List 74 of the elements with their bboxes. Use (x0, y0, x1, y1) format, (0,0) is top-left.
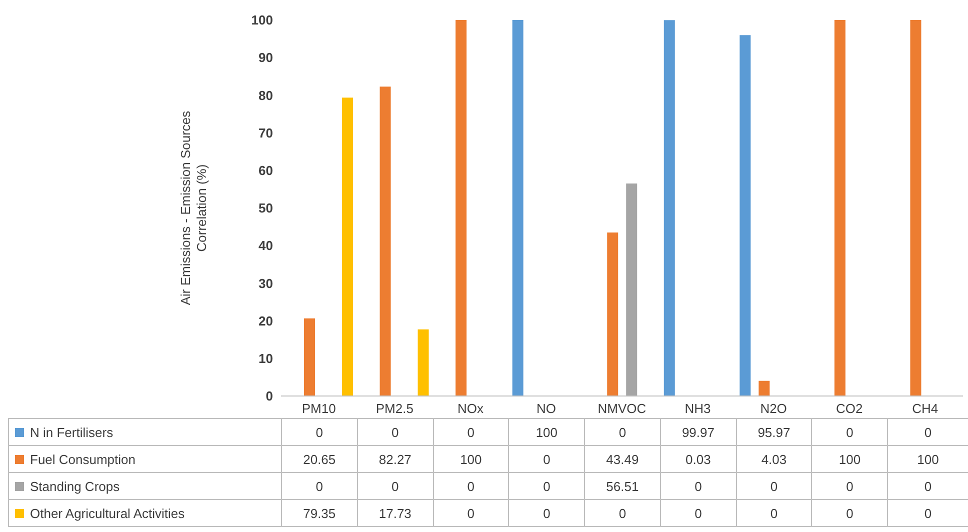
y-tick-label: 80 (258, 88, 273, 103)
legend-label: Fuel Consumption (8, 446, 282, 472)
bar (910, 20, 922, 396)
data-label: 4.03 (736, 446, 812, 472)
x-tick-label: N2O (760, 401, 787, 416)
data-label: 0.03 (660, 446, 736, 472)
data-label: 0 (736, 472, 812, 500)
data-label: 79.35 (282, 500, 358, 526)
data-label: 82.27 (357, 446, 434, 472)
data-label: 0 (508, 472, 585, 500)
data-label: 99.97 (660, 418, 736, 446)
y-tick-label: 0 (266, 388, 273, 404)
data-label: 0 (660, 500, 736, 526)
bar (740, 35, 751, 396)
y-tick-label: 10 (258, 351, 273, 366)
y-axis-title: Air Emissions - Emission Sources Correlation (%) (178, 110, 209, 306)
bar (664, 20, 675, 396)
y-tick-label: 30 (258, 276, 273, 291)
bar (834, 20, 846, 396)
data-label: 0 (812, 418, 888, 446)
data-label: 0 (736, 500, 812, 526)
data-label: 0 (660, 472, 736, 500)
data-label: 0 (508, 446, 585, 472)
data-label: 0 (433, 500, 509, 526)
data-label: 0 (888, 472, 968, 500)
x-tick-label: CH4 (912, 401, 938, 416)
data-label: 0 (584, 500, 660, 526)
data-label: 0 (812, 500, 888, 526)
x-tick-label: NMVOC (598, 401, 646, 416)
data-label: 100 (508, 418, 585, 446)
data-label: 100 (888, 446, 968, 472)
x-tick-label: NOx (457, 401, 484, 416)
data-label: 0 (812, 472, 888, 500)
x-tick-label: CO2 (836, 401, 863, 416)
y-tick-label: 50 (258, 200, 273, 216)
data-label: 0 (357, 418, 434, 446)
data-label: 43.49 (584, 446, 660, 472)
data-label: 0 (508, 500, 585, 526)
x-tick-label: NH3 (684, 401, 711, 416)
bar (304, 318, 315, 396)
y-tick-label: 100 (251, 12, 273, 28)
data-label: 95.97 (736, 418, 812, 446)
data-label: 17.73 (357, 500, 434, 526)
data-label: 100 (433, 446, 509, 472)
x-tick-label: NO (536, 401, 556, 416)
data-label: 0 (584, 418, 660, 446)
data-label: 0 (888, 500, 968, 526)
data-label: 0 (433, 472, 509, 500)
bar (626, 184, 638, 396)
bar (456, 20, 467, 396)
legend-label: N in Fertilisers (8, 418, 282, 446)
y-tick-label: 20 (258, 313, 273, 328)
data-label: 0 (282, 472, 358, 500)
bar (418, 329, 429, 396)
y-tick-label: 60 (258, 163, 273, 178)
y-tick-label: 40 (258, 238, 273, 254)
data-label: 0 (433, 418, 509, 446)
data-label: 20.65 (282, 446, 358, 472)
data-label: 0 (282, 418, 358, 446)
x-tick-label: PM2.5 (376, 401, 414, 416)
bar (380, 86, 391, 396)
data-label: 56.51 (584, 472, 660, 500)
data-label: 100 (812, 446, 888, 472)
bar (342, 98, 353, 396)
bar (607, 232, 618, 396)
legend-label: Other Agricultural Activities (8, 500, 282, 526)
x-tick-label: PM10 (302, 401, 336, 416)
data-label: 0 (888, 418, 968, 446)
data-label: 0 (357, 472, 434, 500)
bar (512, 20, 524, 396)
legend-label: Standing Crops (8, 472, 282, 500)
y-tick-label: 90 (258, 50, 273, 66)
bar (758, 380, 770, 396)
y-tick-label: 70 (258, 125, 273, 140)
